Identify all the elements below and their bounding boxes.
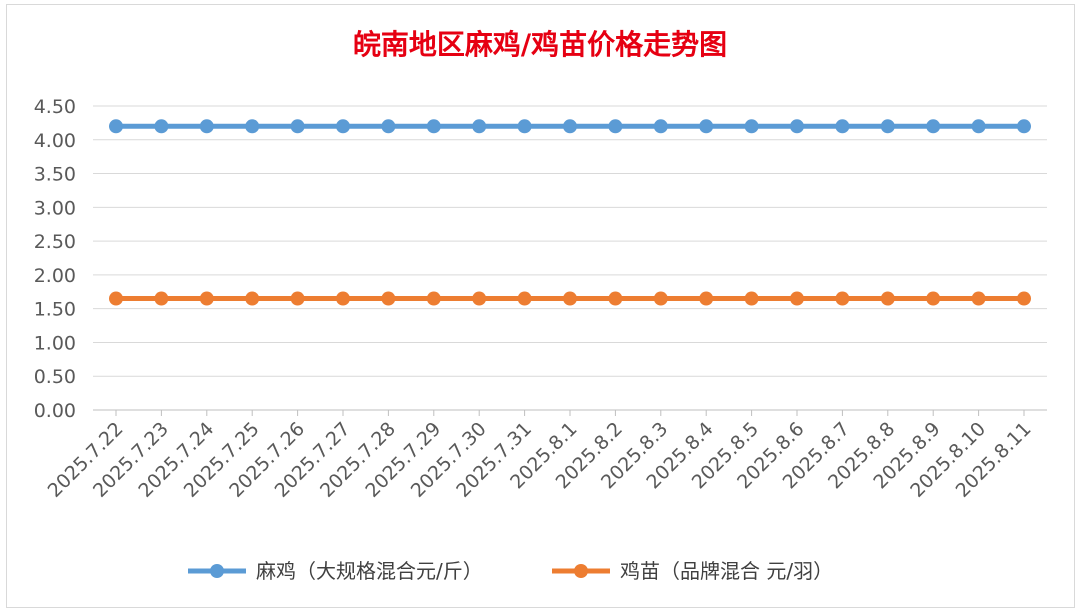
data-point [517,291,532,306]
series-2 [109,291,1031,306]
data-point [109,291,123,306]
legend-marker [210,564,224,578]
data-point [744,119,759,134]
data-point [744,291,759,306]
data-point [1017,291,1031,306]
y-tick-label: 3.50 [34,164,76,186]
data-point [699,119,714,134]
data-point [472,119,487,134]
data-point [381,119,396,134]
data-point [472,291,487,306]
legend-item-1: 麻鸡（大规格混合元/斤） [188,559,483,583]
data-point [971,119,986,134]
data-point [563,291,577,306]
data-point [290,291,305,306]
data-point [154,291,169,306]
data-point [381,291,396,306]
data-point [835,119,850,134]
data-point [245,119,260,134]
data-point [699,291,714,306]
data-point [109,119,123,134]
y-tick-label: 4.50 [34,96,76,118]
y-tick-label: 3.00 [34,197,76,219]
y-tick-label: 2.50 [34,231,76,253]
grid [93,105,1047,411]
data-point [426,119,441,134]
data-point [835,291,850,306]
y-axis: 0.00 0.50 1.00 1.50 2.00 2.50 3.00 3.50 4.00 4.50 [34,96,76,422]
data-point [426,291,441,306]
data-point [926,291,941,306]
x-axis: 2025.7.222025.7.232025.7.242025.7.252025… [44,410,1036,502]
data-point [154,119,169,134]
legend-item-2: 鸡苗（品牌混合 元/羽） [552,559,833,583]
y-tick-label: 4.00 [34,130,76,152]
data-point [245,291,260,306]
y-tick-label: 1.00 [34,332,76,354]
y-tick-label: 0.00 [34,400,76,422]
data-point [608,119,623,134]
legend: 麻鸡（大规格混合元/斤） 鸡苗（品牌混合 元/羽） [188,559,833,583]
data-point [653,291,668,306]
data-point [517,119,532,134]
legend-marker [574,564,588,578]
data-point [790,291,804,306]
data-point [926,119,941,134]
y-tick-label: 1.50 [34,299,76,321]
data-point [336,291,350,306]
data-point [563,119,577,134]
data-point [608,291,623,306]
chart-title: 皖南地区麻鸡/鸡苗价格走势图 [353,28,727,61]
series-1 [109,119,1031,134]
legend-label: 鸡苗（品牌混合 元/羽） [620,559,833,583]
y-tick-label: 0.50 [34,366,76,388]
data-point [880,119,895,134]
data-point [336,119,350,134]
series-layer [109,119,1031,306]
data-point [290,119,305,134]
data-point [1017,119,1031,134]
data-point [199,119,214,134]
data-point [880,291,895,306]
data-point [971,291,986,306]
chart-frame [6,4,1075,608]
legend-label: 麻鸡（大规格混合元/斤） [256,559,483,583]
data-point [790,119,804,134]
data-point [199,291,214,306]
y-tick-label: 2.00 [34,265,76,287]
data-point [653,119,668,134]
